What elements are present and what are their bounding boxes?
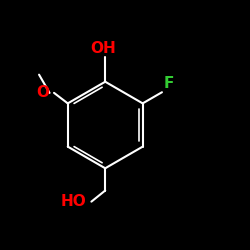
- Text: OH: OH: [90, 41, 116, 56]
- Text: O: O: [36, 85, 50, 100]
- Text: F: F: [163, 76, 173, 91]
- Text: HO: HO: [60, 194, 86, 209]
